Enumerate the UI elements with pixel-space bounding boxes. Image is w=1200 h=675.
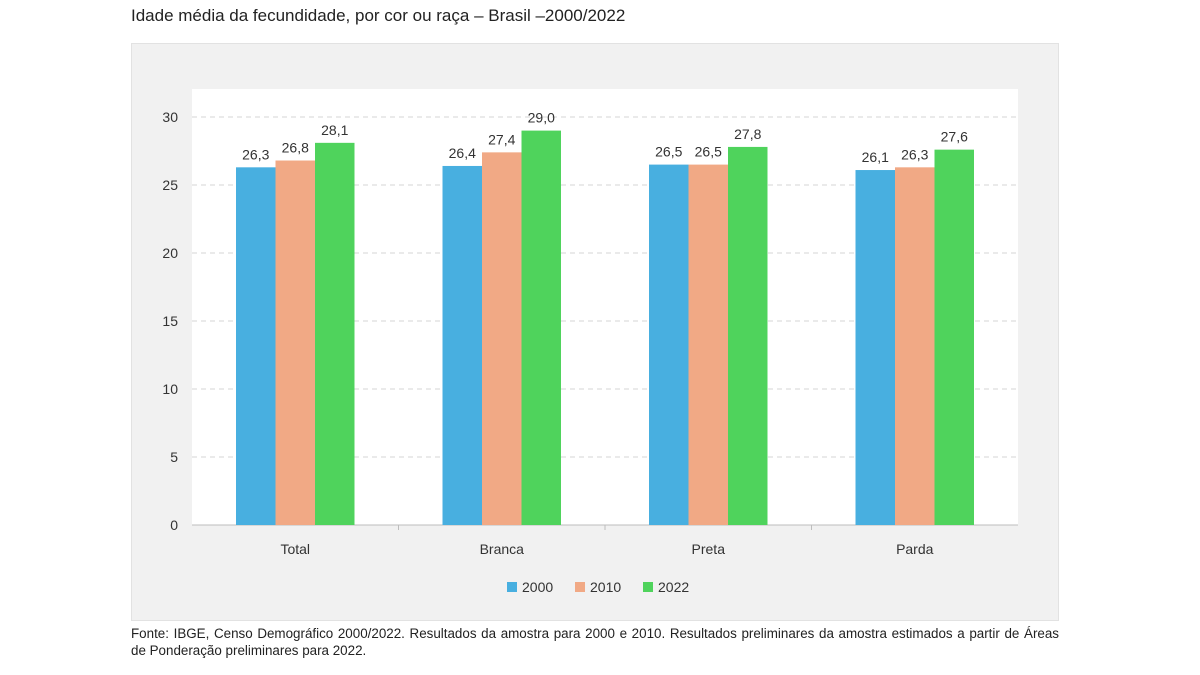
legend-label-2022: 2022: [658, 579, 689, 595]
data-label-2022: 29,0: [528, 110, 555, 126]
data-label-2000: 26,5: [655, 144, 682, 160]
bar-2000: [855, 170, 895, 525]
data-label-2010: 26,8: [282, 140, 309, 156]
legend-swatch-2010: [575, 582, 585, 592]
data-label-2010: 26,3: [901, 146, 928, 162]
chart-title: Idade média da fecundidade, por cor ou r…: [131, 6, 626, 25]
data-label-2022: 28,1: [321, 122, 348, 138]
bar-2000: [442, 165, 482, 525]
y-tick-label: 0: [170, 517, 178, 533]
bar-2000: [649, 164, 689, 525]
axes: 0 5 10 15 20 25 30 Total Branca Preta Parda: [162, 109, 1018, 557]
legend-swatch-2000: [507, 582, 517, 592]
legend-swatch-2022: [643, 582, 653, 592]
y-tick-label: 5: [170, 449, 178, 465]
data-label-2022: 27,8: [734, 126, 761, 142]
y-tick-label: 30: [162, 109, 178, 125]
bar-2022: [934, 149, 974, 525]
legend: 2000 2010 2022: [507, 579, 689, 595]
bar-2010: [275, 160, 315, 525]
bar-2010: [688, 164, 728, 525]
data-label-2000: 26,3: [242, 146, 269, 162]
bar-2000: [236, 167, 276, 525]
y-tick-label: 15: [162, 313, 178, 329]
bar-2022: [728, 146, 768, 526]
source-note: Fonte: IBGE, Censo Demográfico 2000/2022…: [131, 626, 1059, 658]
category-label: Parda: [896, 541, 934, 557]
category-label: Preta: [692, 541, 726, 557]
bar-2022: [521, 130, 561, 525]
data-label-2022: 27,6: [941, 129, 968, 145]
bar-2010: [895, 167, 935, 525]
bars: [236, 130, 974, 526]
data-label-2000: 26,1: [862, 149, 889, 165]
y-tick-label: 25: [162, 177, 178, 193]
legend-label-2000: 2000: [522, 579, 553, 595]
data-label-2010: 27,4: [488, 131, 515, 147]
bar-2010: [482, 152, 522, 526]
data-labels: 26,3 26,8 28,1 26,4 27,4 29,0 26,5 26,5 27,8 26,1…: [242, 110, 968, 165]
y-tick-label: 20: [162, 245, 178, 261]
data-label-2000: 26,4: [449, 145, 476, 161]
data-label-2010: 26,5: [695, 144, 722, 160]
category-label: Total: [280, 541, 310, 557]
chart-panel: 0 5 10 15 20 25 30 Total Branca Preta Parda 26,3 26…: [131, 43, 1059, 621]
category-label: Branca: [480, 541, 525, 557]
legend-label-2010: 2010: [590, 579, 621, 595]
bar-2022: [315, 142, 355, 525]
y-tick-label: 10: [162, 381, 178, 397]
